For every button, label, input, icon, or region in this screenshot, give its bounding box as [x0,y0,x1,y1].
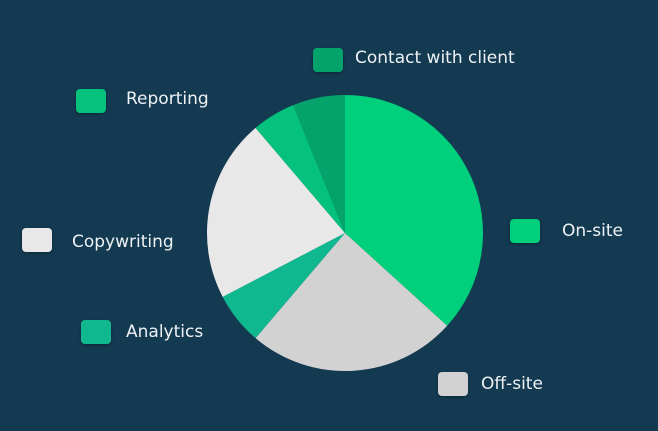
pie-slice-copywriting [206,127,345,297]
pie-slice-reporting [255,105,345,233]
pie-slice-analytics [222,233,345,339]
legend-label-analytics: Analytics [126,322,204,342]
legend-swatch-copywriting [22,228,52,252]
pie-slice-off-site [255,233,448,372]
legend-label-reporting: Reporting [126,89,209,109]
legend-swatch-on-site [510,219,540,243]
legend-label-copywriting: Copywriting [72,232,174,252]
legend-swatch-analytics [81,320,111,344]
legend-swatch-contact-with-client [313,48,343,72]
legend-label-off-site: Off-site [481,374,543,394]
pie-slice-contact-with-client [293,95,345,233]
pie-slice-on-site [345,95,484,326]
legend-swatch-reporting [76,89,106,113]
legend-label-on-site: On-site [562,221,623,241]
legend-label-contact-with-client: Contact with client [355,48,515,68]
legend-swatch-off-site [438,372,468,396]
